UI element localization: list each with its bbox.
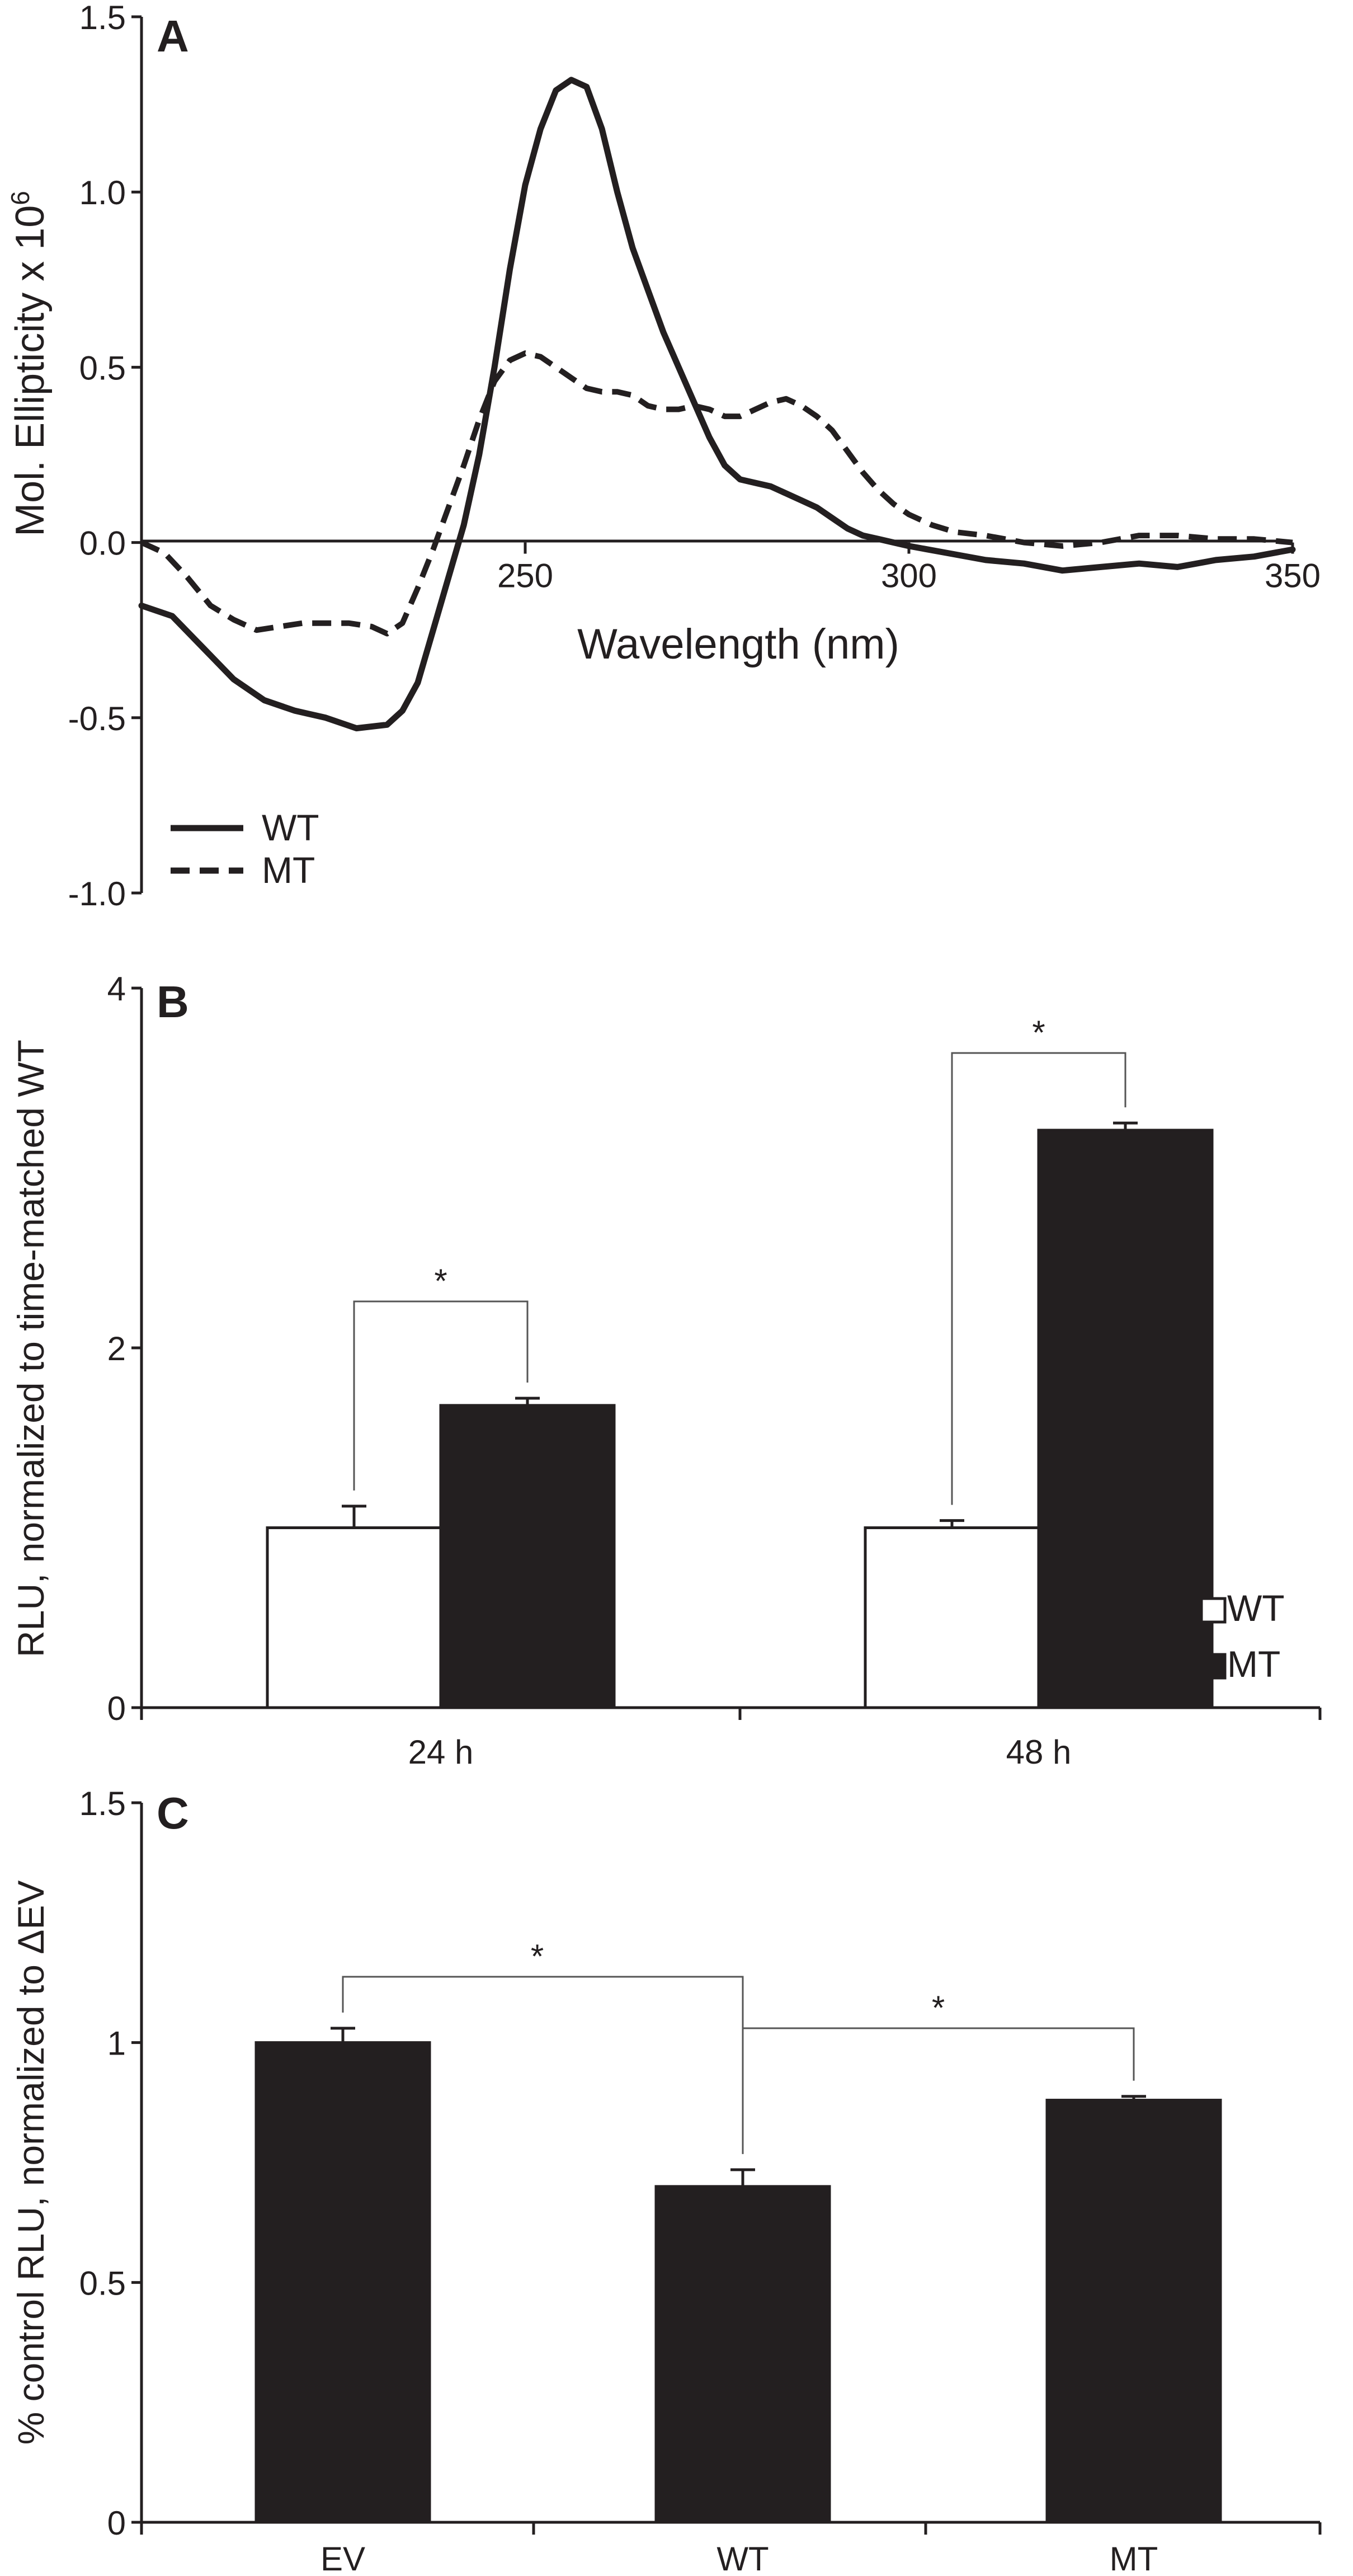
a-ytick-label: 0.5	[79, 349, 126, 387]
c-category-label: EV	[320, 2540, 365, 2576]
significance-bracket	[353, 1300, 529, 1491]
bar-wt	[654, 2185, 831, 2524]
panel-a-series	[138, 77, 1296, 732]
a-ytick-label: 1.0	[79, 174, 126, 211]
c-ytick-label: 0	[107, 2504, 126, 2542]
panel-b-x-ticks: 24 h 48 h	[140, 1708, 1322, 1771]
panel-b-legend: WT MT	[1200, 1587, 1285, 1685]
panel-a-y-label: Mol. Ellipticity x 106	[6, 191, 53, 537]
c-category-label: WT	[716, 2540, 769, 2576]
b-category-label: 48 h	[1006, 1733, 1072, 1771]
b-ytick-label: 4	[107, 970, 126, 1008]
c-ytick-label: 1.5	[79, 1785, 126, 1822]
a-xtick-label: 350	[1265, 557, 1321, 595]
panel-c-y-ticks: 0 0.5 1 1.5	[79, 1785, 142, 2542]
c-ytick-label: 1	[107, 2025, 126, 2062]
panel-c-y-label: % control RLU, normalized to ΔEV	[10, 1881, 51, 2445]
legend-wt-label: WT	[262, 807, 319, 848]
a-xtick-label: 300	[881, 557, 937, 595]
bar-wt	[864, 1526, 1040, 1709]
series-line-mt	[140, 350, 1293, 637]
significance-star: *	[1032, 1014, 1045, 1051]
panel-c-x-ticks: EV WT MT	[140, 2522, 1322, 2576]
b-ytick-label: 2	[107, 1330, 126, 1367]
panel-a-x-ticks: 250 300 350	[497, 542, 1321, 595]
panel-a: A 1.5 1.0 0.5 0.0 -0.5 -1.0 250 300 350 Wavelen…	[6, 0, 1321, 913]
c-category-label: MT	[1110, 2540, 1158, 2576]
bar-ev	[254, 2041, 431, 2524]
legend-b-mt-label: MT	[1227, 1643, 1280, 1685]
panel-c-significance: **	[342, 1938, 1135, 2154]
a-ytick-label: 1.5	[79, 0, 126, 36]
b-category-label: 24 h	[408, 1733, 474, 1771]
panel-b-significance: **	[353, 1014, 1126, 1505]
panel-b-y-ticks: 0 2 4	[107, 970, 142, 1727]
panel-b: B 024 24 h 48 h ** RLU, normalized to tim…	[10, 970, 1322, 1771]
panel-a-y-label-sup: 6	[6, 191, 35, 205]
panel-b-bars	[266, 1121, 1214, 1709]
panel-c: C 00.511.5 EV WT MT ** % control RLU, norm…	[10, 1785, 1322, 2576]
panel-c-bars	[254, 2027, 1222, 2524]
b-ytick-label: 0	[107, 1690, 126, 1727]
panel-a-y-ticks: 1.5 1.0 0.5 0.0 -0.5 -1.0	[68, 0, 142, 913]
bar-mt	[1045, 2099, 1222, 2524]
panel-b-letter: B	[157, 977, 189, 1027]
significance-bracket	[743, 2027, 1135, 2081]
panel-c-letter: C	[157, 1788, 189, 1838]
panel-a-x-label: Wavelength (nm)	[577, 621, 899, 668]
a-ytick-label: -1.0	[68, 875, 126, 913]
bar-mt	[1037, 1129, 1214, 1709]
a-ytick-label: -0.5	[68, 700, 126, 737]
legend-b-wt-label: WT	[1227, 1587, 1285, 1629]
legend-mt-box	[1200, 1653, 1227, 1680]
panel-b-y-label: RLU, normalized to time-matched WT	[10, 1040, 51, 1657]
a-xtick-label: 250	[497, 557, 553, 595]
significance-bracket	[342, 1976, 744, 2154]
bar-mt	[439, 1404, 616, 1709]
significance-star: *	[531, 1938, 544, 1975]
a-ytick-label: 0.0	[79, 525, 126, 562]
significance-star: *	[434, 1262, 447, 1300]
legend-mt-label: MT	[262, 849, 315, 891]
c-ytick-label: 0.5	[79, 2264, 126, 2302]
series-line-wt	[138, 77, 1296, 732]
panel-a-y-label-main: Mol. Ellipticity x 10	[8, 205, 53, 537]
significance-star: *	[932, 1989, 945, 2027]
panel-a-legend: WT MT	[171, 807, 319, 891]
legend-wt-box	[1200, 1597, 1227, 1624]
significance-bracket	[951, 1052, 1126, 1505]
panel-a-letter: A	[157, 11, 189, 61]
bar-wt	[266, 1526, 442, 1709]
